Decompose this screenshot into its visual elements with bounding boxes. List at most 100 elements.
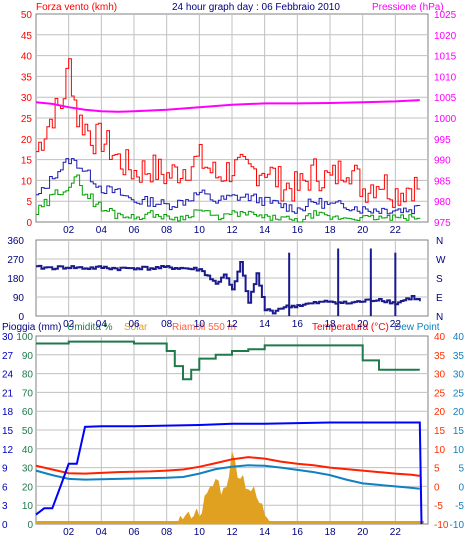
solar-label: Solar xyxy=(124,322,148,333)
x-tick-label: 02 xyxy=(63,527,75,538)
y-tick-label-pressure: 990 xyxy=(434,156,451,167)
y-tick-label-pressure: 1010 xyxy=(434,72,457,83)
site-label: Riamoli 550 m xyxy=(172,322,236,333)
x-tick-label: 12 xyxy=(226,527,238,538)
x-tick-label: 08 xyxy=(161,225,173,236)
x-tick-label: 10 xyxy=(194,319,206,330)
y-tick-label-degrees: 90 xyxy=(13,293,25,304)
y-tick-label-rain: 15 xyxy=(2,426,14,437)
y-tick-label-dewpoint: -5 xyxy=(455,501,464,512)
x-tick-label: 14 xyxy=(259,527,271,538)
y-tick-label-wind: 0 xyxy=(26,218,32,229)
wind-direction-line xyxy=(36,261,421,315)
y-tick-label-degrees: 270 xyxy=(7,255,24,266)
x-tick-label: 12 xyxy=(226,319,238,330)
y-tick-label-humidity: 50 xyxy=(22,426,34,437)
x-tick-label: 16 xyxy=(292,225,304,236)
y-tick-label-pressure: 985 xyxy=(434,176,451,187)
pressure-line xyxy=(35,99,420,113)
y-tick-label-pressure: 1015 xyxy=(434,52,457,63)
y-tick-label-rain: 6 xyxy=(2,482,8,493)
x-tick-label: 02 xyxy=(63,319,75,330)
y-tick-label-dewpoint: -10 xyxy=(450,520,465,531)
y-tick-label-temperature: 35 xyxy=(434,351,446,362)
series-dew-point xyxy=(35,464,420,490)
y-tick-label-temperature: 40 xyxy=(434,332,446,343)
y-tick-label-pressure: 995 xyxy=(434,135,451,146)
x-tick-label: 22 xyxy=(390,319,402,330)
y-tick-label-humidity: 90 xyxy=(22,351,34,362)
y-tick-label-temperature: 5 xyxy=(434,464,440,475)
solar-baseline xyxy=(36,521,424,524)
y-tick-label-wind: 50 xyxy=(21,10,33,21)
wind-axis-title: Forza vento (kmh) xyxy=(36,2,117,13)
y-tick-label-humidity: 100 xyxy=(16,332,33,343)
x-tick-label: 14 xyxy=(259,319,271,330)
y-tick-label-humidity: 10 xyxy=(22,501,34,512)
y-tick-label-rain: 0 xyxy=(2,520,8,531)
x-tick-label: 20 xyxy=(357,319,369,330)
graph-title: 24 hour graph day : 06 Febbraio 2010 xyxy=(172,2,340,13)
solar-area xyxy=(174,451,274,525)
panel-2: 02 04 06 08 10 12 14 16 18 20 22 xyxy=(35,239,429,330)
y-tick-label-temperature: 25 xyxy=(434,388,446,399)
x-tick-label: 20 xyxy=(357,225,369,236)
x-tick-label: 04 xyxy=(96,225,108,236)
y-tick-label-humidity: 70 xyxy=(22,388,34,399)
y-tick-label-compass: N xyxy=(436,236,443,247)
y-tick-label-temperature: 15 xyxy=(434,426,446,437)
y-tick-label-compass: S xyxy=(436,274,443,285)
y-tick-label-degrees: 360 xyxy=(7,236,24,247)
y-tick-label-wind: 35 xyxy=(21,72,33,83)
x-tick-label: 02 xyxy=(63,225,75,236)
y-tick-label-wind: 30 xyxy=(21,93,33,104)
x-tick-label: 18 xyxy=(324,319,336,330)
y-tick-label-dewpoint: 20 xyxy=(453,407,465,418)
y-tick-label-temperature: 10 xyxy=(434,445,446,456)
x-tick-label: 14 xyxy=(259,225,271,236)
y-tick-label-dewpoint: 35 xyxy=(453,351,465,362)
y-tick-label-wind: 5 xyxy=(26,197,32,208)
y-tick-label-rain: 30 xyxy=(2,332,14,343)
series-umidita xyxy=(36,340,420,381)
dewpoint-axis-title: Dew Point xyxy=(394,322,440,333)
y-tick-label-degrees: 0 xyxy=(18,312,24,323)
y-tick-label-pressure: 1020 xyxy=(434,31,457,42)
x-tick-label: 22 xyxy=(390,527,402,538)
y-tick-label-rain: 9 xyxy=(2,464,8,475)
humidity-axis-title: Umidita % xyxy=(67,322,113,333)
y-tick-label-humidity: 40 xyxy=(22,445,34,456)
y-tick-label-wind: 25 xyxy=(21,114,33,125)
x-tick-label: 06 xyxy=(128,319,140,330)
y-tick-label-compass: E xyxy=(436,293,443,304)
x-tick-label: 12 xyxy=(226,225,238,236)
x-tick-label: 10 xyxy=(194,527,206,538)
y-tick-label-temperature: -5 xyxy=(434,501,443,512)
y-tick-label-pressure: 1025 xyxy=(434,10,457,21)
y-tick-label-rain: 12 xyxy=(2,445,14,456)
rain-axis-title: Pioggia (mm) xyxy=(2,322,61,333)
x-tick-label: 16 xyxy=(292,319,304,330)
x-tick-label: 18 xyxy=(324,527,336,538)
y-tick-label-humidity: 30 xyxy=(22,464,34,475)
y-tick-label-dewpoint: 5 xyxy=(458,464,464,475)
x-tick-label: 10 xyxy=(194,225,206,236)
y-tick-label-dewpoint: 10 xyxy=(453,445,465,456)
y-tick-label-compass: N xyxy=(436,312,443,323)
y-tick-label-degrees: 180 xyxy=(7,274,24,285)
y-tick-label-compass: W xyxy=(436,255,446,266)
y-tick-label-temperature: 20 xyxy=(434,407,446,418)
x-tick-label: 08 xyxy=(161,319,173,330)
y-tick-label-rain: 21 xyxy=(2,388,14,399)
y-tick-label-humidity: 80 xyxy=(22,370,34,381)
wind-series-3 xyxy=(36,174,421,223)
x-tick-label: 22 xyxy=(390,225,402,236)
panel-1: 02 04 06 08 10 12 14 16 18 20 22 xyxy=(35,13,429,236)
wind-series-2 xyxy=(36,158,421,215)
y-tick-label-wind: 45 xyxy=(21,31,33,42)
y-tick-label-temperature: 0 xyxy=(434,482,440,493)
y-tick-label-rain: 24 xyxy=(2,370,14,381)
y-tick-label-dewpoint: 0 xyxy=(458,482,464,493)
y-tick-label-temperature: -10 xyxy=(434,520,449,531)
